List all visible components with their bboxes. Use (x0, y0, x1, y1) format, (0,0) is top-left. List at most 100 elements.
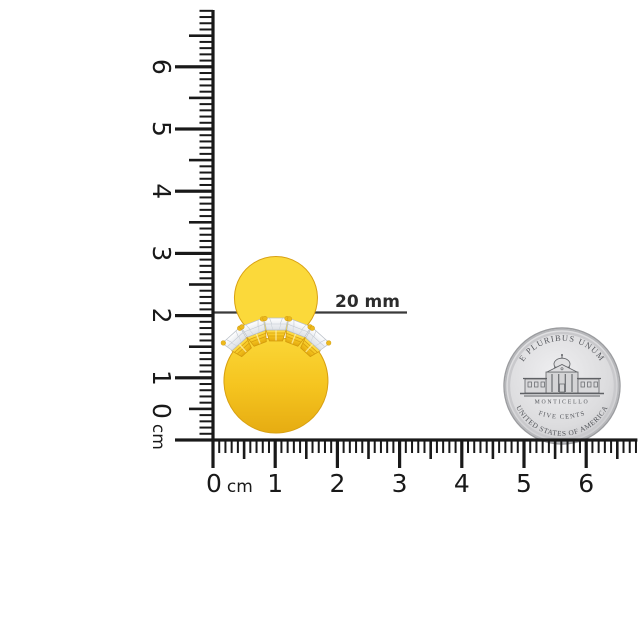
ruler-tick (175, 65, 213, 69)
ruler-tick (199, 152, 213, 155)
ruler-tick (355, 440, 358, 453)
ruler-tick (199, 420, 213, 423)
coin-building-label: MONTICELLO (535, 400, 590, 406)
ruler-tick (442, 440, 445, 453)
v-ruler-label: 6 (147, 59, 176, 75)
ruler-tick (189, 407, 213, 411)
ruler-tick (189, 96, 213, 100)
ruler-tick (323, 440, 326, 453)
h-ruler-label: 1 (267, 469, 283, 498)
ruler-tick (273, 440, 277, 468)
ruler-tick (199, 227, 213, 230)
ruler-tick (199, 28, 213, 31)
ruler-tick (379, 440, 382, 453)
ruler-tick (622, 440, 625, 453)
v-ruler-unit: cm (148, 424, 168, 450)
ruler-tick (199, 389, 213, 392)
v-ruler-label: 3 (147, 245, 176, 261)
ruler-tick (448, 440, 451, 453)
ruler-tick (522, 440, 526, 468)
ruler-tick (199, 277, 213, 280)
ruler-tick (211, 440, 215, 468)
ruler-tick (566, 440, 569, 453)
ruler-tick (199, 78, 213, 81)
v-ruler-label: 2 (147, 308, 176, 324)
ruler-tick (175, 189, 213, 193)
ruler-tick (367, 440, 370, 459)
coin-denomination: FIVE CENTS (538, 410, 587, 421)
ruler-tick (299, 440, 302, 453)
ruler-tick (224, 440, 227, 453)
h-ruler-label: 6 (578, 469, 594, 498)
ruler-tick (218, 440, 221, 453)
ruler-tick (628, 440, 631, 453)
ruler-tick (199, 432, 213, 435)
ruler-tick (286, 440, 289, 453)
ruler-tick (491, 440, 495, 459)
ruler-tick (189, 158, 213, 162)
ruler-tick (330, 440, 333, 453)
ruler-tick (199, 370, 213, 373)
ruler-tick (199, 358, 213, 361)
v-ruler-label: 5 (147, 121, 176, 137)
ruler-tick (199, 59, 213, 62)
ruler-tick (510, 440, 513, 453)
ruler-tick (199, 339, 213, 342)
ruler-tick (199, 121, 213, 124)
ruler-tick (342, 440, 345, 453)
ruler-tick (261, 440, 264, 453)
ruler-tick (249, 440, 252, 453)
ruler-tick (317, 440, 320, 453)
ruler-tick (175, 127, 213, 131)
ruler-tick (199, 401, 213, 404)
ruler-tick (199, 165, 213, 168)
ruler-tick (553, 440, 557, 459)
ruler-tick (199, 295, 213, 298)
ruler-tick (189, 283, 213, 286)
horizontal-ruler: 0 cm 1 2 3 4 5 6 (206, 438, 638, 498)
ruler-tick (199, 72, 213, 75)
ruler-tick (535, 440, 538, 453)
ruler-tick (597, 440, 600, 453)
ruler-tick (498, 440, 501, 453)
ruler-tick (199, 16, 213, 19)
ruler-tick (610, 440, 613, 453)
ruler-tick (584, 440, 588, 468)
ruler-tick (417, 440, 420, 453)
ruler-tick (175, 376, 213, 380)
ruler-tick (560, 440, 563, 453)
h-ruler-unit: cm (227, 477, 253, 497)
h-ruler-label: 0 cm (206, 469, 253, 498)
v-ruler-baseline (211, 10, 215, 442)
ruler-tick (386, 440, 389, 453)
ruler-tick (199, 196, 213, 199)
ruler-tick (199, 9, 213, 12)
ring-setting (262, 315, 290, 342)
ruler-tick (429, 440, 432, 459)
ruler-tick (348, 440, 351, 453)
ruler-tick (504, 440, 507, 453)
gold-diamond-ring-image (219, 256, 333, 434)
ruler-tick (199, 414, 213, 417)
ruler-tick (572, 440, 575, 453)
ruler-tick (547, 440, 550, 453)
ruler-tick (392, 440, 395, 453)
ruler-tick (242, 440, 246, 459)
ruler-tick (199, 84, 213, 87)
measurement-label: 20 mm (335, 292, 400, 312)
ruler-tick (603, 440, 606, 453)
ruler-tick (199, 171, 213, 174)
ruler-tick (460, 440, 464, 468)
ruler-tick (473, 440, 476, 453)
ruler-tick (199, 426, 213, 429)
ruler-tick (199, 115, 213, 118)
h-ruler-label: 3 (392, 469, 408, 498)
ruler-tick (199, 289, 213, 292)
ruler-tick (199, 202, 213, 205)
ruler-tick (199, 140, 213, 143)
ruler-tick (616, 440, 619, 459)
ruler-tick (423, 440, 426, 453)
ruler-tick (398, 440, 402, 468)
ruler-tick (189, 221, 213, 224)
ruler-tick (435, 440, 438, 453)
